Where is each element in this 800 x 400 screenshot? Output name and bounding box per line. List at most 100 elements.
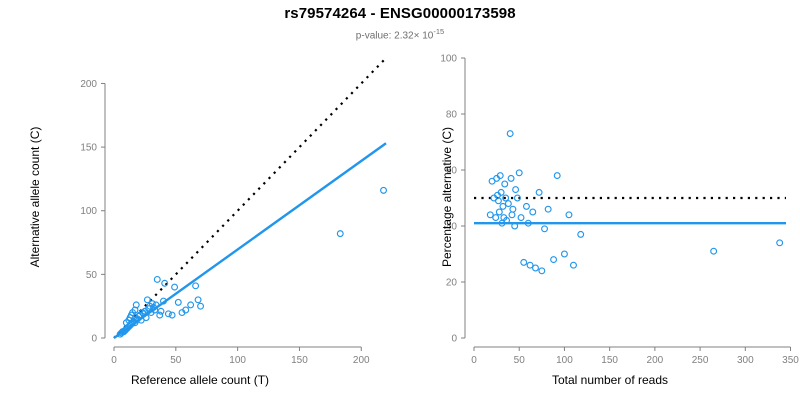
- data-point: [710, 247, 718, 255]
- data-point: [524, 219, 532, 227]
- data-point: [520, 258, 528, 266]
- data-point: [550, 256, 558, 264]
- data-point: [503, 216, 511, 224]
- x-axis-tick-label: 50: [170, 355, 182, 366]
- data-point: [512, 186, 520, 194]
- data-point: [486, 211, 494, 219]
- data-point: [182, 306, 190, 314]
- data-point: [494, 197, 502, 205]
- y-axis-tick-label: 100: [80, 206, 97, 217]
- data-points: [116, 186, 388, 338]
- pvalue-text: p-value: 2.32× 10: [355, 30, 434, 42]
- data-point: [161, 279, 169, 287]
- x-axis-tick-label: 100: [229, 355, 246, 366]
- pvalue-exponent: -15: [433, 27, 445, 36]
- data-point: [152, 301, 160, 309]
- data-point: [517, 214, 525, 222]
- data-point: [171, 283, 179, 291]
- data-point: [168, 311, 176, 319]
- x-axis-tick-label: 50: [514, 355, 526, 366]
- data-point: [187, 301, 195, 309]
- panel-reference-vs-alternative: 0 50 100 150 200 0 50 100 150 200 Reference allel…: [28, 57, 388, 387]
- y-axis-tick-label: 20: [446, 278, 458, 289]
- data-point: [148, 300, 156, 308]
- scatter-plot-left: 0 50 100 150 200 0 50 100 150 200: [80, 57, 388, 366]
- data-point: [492, 214, 500, 222]
- y-axis-title-right: Percentage alternative (C): [440, 126, 454, 268]
- data-point: [132, 301, 140, 309]
- data-point: [142, 314, 150, 322]
- data-point: [570, 261, 577, 269]
- data-point: [553, 172, 561, 180]
- data-point: [577, 230, 585, 238]
- y-axis-tick-label: 80: [446, 110, 458, 121]
- y-axis-tick-label: 0: [91, 334, 97, 345]
- fit-line: [113, 142, 387, 339]
- panel-reads-vs-percentage: 0 20 40 60 80 100 0 50 100 150 200 250 300 350 Total …: [400, 0, 800, 400]
- data-point: [776, 239, 784, 247]
- data-point: [496, 172, 504, 180]
- data-point: [153, 275, 161, 283]
- data-point: [157, 307, 165, 315]
- data-point: [497, 188, 505, 196]
- data-point: [143, 296, 151, 304]
- scatter-plot-right: 0 20 40 60 80 100 0 50 100 150 200 250 300 350: [440, 54, 799, 367]
- x-axis-tick-label: 200: [353, 355, 370, 366]
- data-point: [526, 261, 534, 269]
- y-axis-tick-label: 100: [440, 54, 457, 65]
- x-axis-tick-label: 0: [471, 355, 477, 366]
- y-axis-tick-label: 40: [446, 222, 458, 233]
- x-axis-tick-label: 0: [111, 355, 117, 366]
- data-point: [544, 205, 552, 213]
- data-point: [502, 194, 510, 202]
- data-point: [194, 296, 202, 304]
- figure-subtitle: p-value: 2.32× 10-15: [0, 27, 800, 41]
- data-point: [532, 264, 539, 272]
- data-point: [511, 222, 519, 230]
- y-axis-tick-label: 150: [80, 143, 97, 154]
- data-point: [513, 194, 521, 202]
- data-point: [159, 297, 167, 305]
- data-point: [538, 267, 546, 275]
- data-point: [174, 298, 182, 306]
- x-axis-tick-label: 100: [556, 355, 573, 366]
- x-axis-tick-label: 350: [782, 355, 799, 366]
- data-point: [509, 205, 517, 213]
- x-axis-tick-label: 150: [291, 355, 308, 366]
- data-point: [336, 230, 344, 238]
- x-axis-tick-label: 250: [692, 355, 709, 366]
- data-point: [197, 302, 205, 310]
- data-point: [541, 225, 549, 233]
- x-axis-title-left: Reference allele count (T): [130, 373, 270, 387]
- x-axis-tick-label: 200: [647, 355, 664, 366]
- data-point: [522, 202, 530, 210]
- data-point: [565, 211, 573, 219]
- data-point: [504, 200, 512, 208]
- y-axis-tick-label: 200: [80, 79, 97, 90]
- data-points: [486, 130, 784, 275]
- data-point: [506, 130, 514, 138]
- data-point: [380, 186, 388, 194]
- data-point: [529, 208, 537, 216]
- data-point: [501, 180, 509, 188]
- data-point: [164, 310, 172, 318]
- figure-title: rs79574264 - ENSG00000173598: [284, 5, 516, 22]
- y-axis-tick-label: 50: [86, 270, 98, 281]
- data-point: [156, 311, 164, 319]
- data-point: [507, 174, 515, 182]
- data-point: [515, 169, 523, 177]
- y-axis-tick-label: 60: [446, 166, 458, 177]
- data-point: [535, 188, 543, 196]
- reference-line: [113, 57, 387, 339]
- y-axis-tick-label: 0: [451, 334, 457, 345]
- data-point: [499, 202, 507, 210]
- data-point: [192, 282, 200, 290]
- x-axis-tick-label: 300: [737, 355, 754, 366]
- data-point: [508, 211, 516, 219]
- data-point: [495, 208, 503, 216]
- x-axis-title-right: Total number of reads: [551, 373, 669, 387]
- data-point: [560, 250, 568, 258]
- x-axis-tick-label: 150: [601, 355, 618, 366]
- y-axis-title-left: Alternative allele count (C): [28, 126, 42, 268]
